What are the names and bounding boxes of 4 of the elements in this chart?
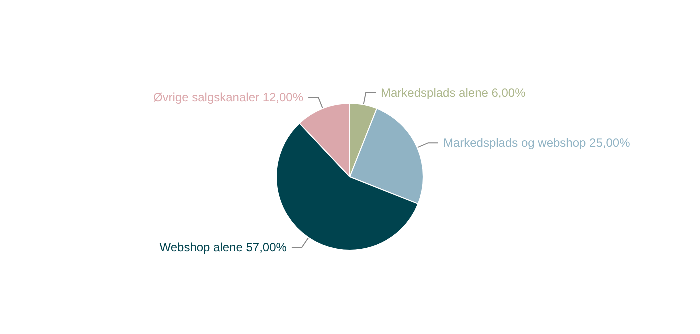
slice-label: Markedsplads og webshop 25,00% bbox=[443, 136, 631, 150]
slice-label: Markedsplads alene 6,00% bbox=[381, 86, 526, 100]
slice-label: Webshop alene 57,00% bbox=[160, 240, 288, 255]
slice-label: Øvrige salgskanaler 12,00% bbox=[153, 90, 304, 105]
